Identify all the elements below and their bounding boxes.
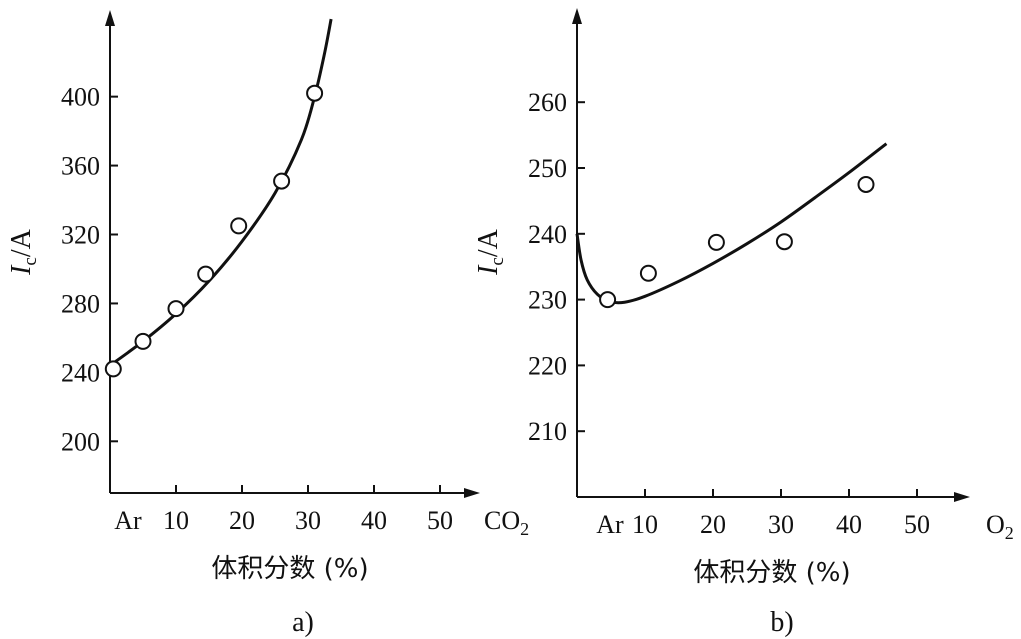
panel-b-y-tick-label: 210 — [528, 417, 567, 446]
panel-b-x-start-label: Ar — [596, 510, 624, 539]
panel-b-y-tick-label: 250 — [528, 154, 567, 183]
panel-a-x-tick-label: 10 — [163, 506, 189, 535]
panel-a-fit-curve — [109, 18, 333, 367]
panel-a-data-point — [104, 360, 122, 378]
panel-a-caption: a) — [292, 607, 314, 638]
panel-a-x-tick-label: 20 — [229, 506, 255, 535]
panel-a-y-tick-label: 240 — [61, 358, 100, 387]
panel-b-x-tick-label: 10 — [632, 510, 658, 539]
panel-a-x-axis-title: 体积分数 (%) — [211, 554, 368, 584]
panel-b-data-point — [775, 233, 793, 251]
panel-b-x-axis-arrow — [954, 492, 970, 502]
panel-a-x-tick-label: 50 — [427, 506, 453, 535]
panel-b-x-tick-label: 50 — [904, 510, 930, 539]
panel-b-y-axis-arrow — [572, 8, 582, 24]
panel-a-x-tick-label: 40 — [361, 506, 387, 535]
panel-b-data-point — [639, 264, 657, 282]
panel-a-x-end-label: CO2 — [484, 506, 529, 539]
panel-b-data-point — [599, 291, 617, 309]
panel-a-data-point — [197, 265, 215, 283]
panel-b-fit-curve — [575, 142, 888, 305]
panel-a-y-tick-label: 280 — [61, 289, 100, 318]
panel-b-x-axis-title: 体积分数 (%) — [693, 558, 850, 588]
panel-b-y-tick-label: 220 — [528, 351, 567, 380]
panel-a-x-axis-arrow — [464, 488, 480, 498]
panel-b-x-end-label: O2 — [986, 510, 1014, 543]
panel-b-y-tick-label: 230 — [528, 286, 567, 315]
panel-a-y-tick-label: 200 — [61, 427, 100, 456]
panel-a-y-tick-label: 320 — [61, 221, 100, 250]
panel-b-y-tick-label: 260 — [528, 88, 567, 117]
panel-a-data-point — [167, 300, 185, 318]
panel-a-y-axis-title: Ic/A — [6, 228, 41, 276]
panel-a-x-start-label: Ar — [114, 506, 142, 535]
panel-b-caption: b) — [770, 607, 793, 638]
panel-b-y-tick-label: 240 — [528, 220, 567, 249]
panel-b-data-point — [857, 175, 875, 193]
panel-a-data-point — [134, 332, 152, 350]
panel-a-x-tick-label: 30 — [295, 506, 321, 535]
panel-a-y-axis-arrow — [105, 10, 115, 26]
panel-a-data-point — [273, 172, 291, 190]
panel-a-data-point — [230, 217, 248, 235]
panel-b-data-point — [707, 233, 725, 251]
panel-a-data-point — [306, 84, 324, 102]
panel-b-x-tick-label: 20 — [700, 510, 726, 539]
panel-a-y-tick-label: 400 — [61, 83, 100, 112]
panel-a-y-tick-label: 360 — [61, 152, 100, 181]
panel-b-y-axis-title: Ic/A — [473, 228, 508, 276]
panel-b-x-tick-label: 40 — [836, 510, 862, 539]
panel-b-x-tick-label: 30 — [768, 510, 794, 539]
